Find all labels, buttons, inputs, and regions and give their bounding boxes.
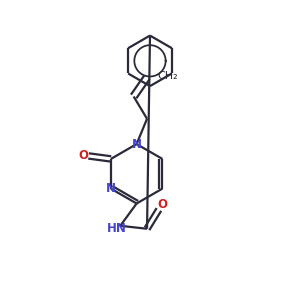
Text: HN: HN [107,222,127,235]
Text: O: O [157,198,167,211]
Text: N: N [106,182,116,195]
Text: CH₂: CH₂ [158,71,178,81]
Text: O: O [78,149,88,162]
Text: N: N [132,138,142,151]
